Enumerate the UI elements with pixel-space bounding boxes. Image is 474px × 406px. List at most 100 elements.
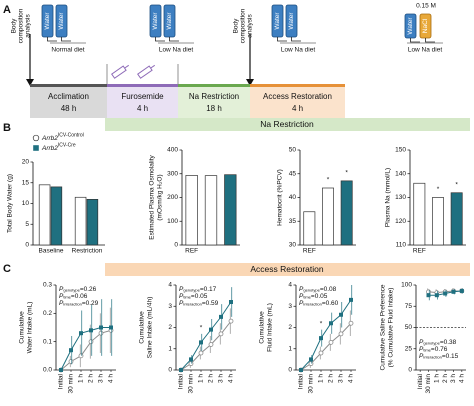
y-tick-label: 75 [405, 303, 413, 310]
diet-label: Normal diet [51, 47, 84, 54]
marker [218, 331, 224, 337]
y-tick-label: 140 [395, 170, 406, 177]
bar [413, 182, 426, 246]
bar [303, 211, 316, 246]
bottle-label: Water [274, 12, 281, 30]
y-tick-label: 300 [167, 170, 178, 177]
marker [434, 293, 439, 298]
legend-name: Arrb2 [41, 135, 58, 142]
bottle-label: Water [44, 12, 51, 30]
marker [299, 368, 303, 372]
bar [224, 174, 237, 246]
y-tick-label: 3 [168, 303, 172, 310]
stat-text: Ptime=0.76 [419, 346, 448, 353]
stat-symbol: P [179, 300, 184, 307]
x-tick-label: 3 h [218, 374, 225, 383]
syringe [137, 64, 156, 79]
marker [319, 336, 323, 341]
y-tick-label: 4 [288, 282, 292, 289]
arrow-head [246, 79, 254, 86]
body-composition-text: Body [11, 18, 18, 34]
x-tick-label: Baseline [39, 248, 64, 255]
y-axis-label: Cumulative [19, 311, 26, 344]
marker [68, 359, 74, 364]
marker [348, 320, 354, 326]
stat-text: Pgenotype=0.08 [299, 286, 337, 293]
stat-subscript: time [303, 295, 311, 300]
y-axis-label: (% Cumulative Fluid Intake) [388, 288, 395, 368]
marker [451, 289, 456, 294]
phase-strip [178, 84, 250, 87]
legend-superscript: ICV-Control [58, 133, 84, 139]
tube [277, 37, 287, 42]
tube [47, 37, 57, 42]
marker [89, 328, 93, 333]
phase-name: Furosemide [121, 92, 164, 101]
x-tick-label: 3 h [98, 374, 105, 383]
tube [410, 38, 420, 43]
marker [459, 288, 464, 293]
stat-value: =0.38 [440, 339, 457, 346]
stat-subscript: genotype [423, 341, 440, 346]
stat-text: Pinteraction=0.60 [299, 300, 339, 307]
y-tick-label: 0 [174, 242, 178, 249]
legend-name: Arrb2 [41, 145, 58, 152]
stat-text: Ptime=0.06 [59, 293, 88, 300]
marker [198, 350, 204, 356]
x-tick-label: REF [185, 248, 198, 255]
stat-value: =0.60 [322, 300, 339, 307]
bar [432, 197, 444, 246]
marker [219, 314, 223, 319]
stat-value: =0.26 [80, 286, 97, 293]
diet-label: Low Na diet [408, 47, 443, 54]
stat-subscript: interaction [423, 355, 441, 360]
marker [308, 361, 314, 367]
x-tick-label: 1 h [434, 374, 441, 383]
marker [309, 357, 313, 362]
marker [199, 340, 203, 345]
marker [59, 368, 63, 372]
marker [328, 339, 334, 345]
phase-box [178, 84, 250, 118]
arrow-head [26, 79, 34, 86]
x-tick-label: 30 min [425, 374, 432, 394]
x-tick-label: 1 h [198, 374, 205, 383]
marker [188, 361, 194, 367]
y-tick-label: 40 [289, 194, 297, 201]
bar [185, 175, 198, 246]
y-tick-label: 3 [288, 303, 292, 310]
body-composition-text: analysis [247, 14, 254, 38]
y-axis-label: Cumulative Saline Preference [380, 284, 387, 370]
y-tick-label: 0 [408, 367, 412, 374]
stat-text: Ptime=0.05 [299, 293, 328, 300]
body-composition-text: composition [18, 8, 25, 43]
marker [349, 297, 353, 302]
marker [443, 291, 448, 296]
phase-name: Acclimation [48, 92, 89, 101]
stat-text: Pgenotype=0.26 [59, 286, 97, 293]
marker [189, 357, 193, 362]
stat-value: =0.17 [200, 286, 217, 293]
series-line [60, 329, 112, 371]
stat-text: Pinteraction=0.59 [179, 300, 219, 307]
marker [109, 325, 113, 330]
bar [86, 199, 99, 246]
stat-value: =0.05 [311, 293, 328, 300]
significance: * [200, 325, 203, 332]
significance: * [327, 177, 330, 184]
x-tick-label: Restriction [72, 248, 103, 255]
y-tick-label: 150 [395, 147, 406, 154]
bar [204, 175, 218, 246]
significance: * [320, 320, 323, 327]
bottle-label: Water [152, 12, 159, 30]
y-tick-label: 4 [168, 282, 172, 289]
x-tick-label: 2 h [88, 374, 95, 383]
marker [426, 293, 431, 298]
y-tick-label: 120 [395, 218, 406, 225]
phase-strip [30, 84, 107, 87]
stat-symbol: P [179, 286, 184, 293]
y-tick-label: 400 [167, 147, 178, 154]
y-tick-label: 130 [395, 194, 406, 201]
marker [229, 300, 233, 304]
y-tick-label: 2 [288, 324, 292, 331]
